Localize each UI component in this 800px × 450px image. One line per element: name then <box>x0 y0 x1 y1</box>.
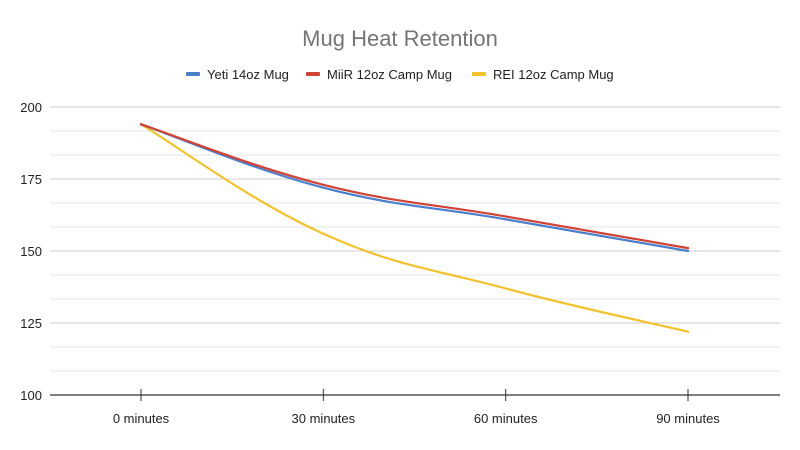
y-axis: 100 125 150 175 200 <box>20 100 42 403</box>
series-line-0 <box>139 123 690 253</box>
data-point <box>686 249 690 253</box>
legend: Yeti 14oz Mug MiiR 12oz Camp Mug REI 12oz … <box>186 67 614 82</box>
data-point <box>686 247 690 250</box>
series-line-1 <box>139 123 690 250</box>
chart-title: Mug Heat Retention <box>302 26 498 51</box>
x-tick-label: 90 minutes <box>656 411 720 426</box>
legend-swatch <box>472 72 486 76</box>
legend-swatch <box>306 72 320 76</box>
legend-item: MiiR 12oz Camp Mug <box>306 67 452 82</box>
x-tick-label: 30 minutes <box>292 411 356 426</box>
y-tick-label: 100 <box>20 388 42 403</box>
series-line-2 <box>139 123 690 333</box>
data-point <box>322 183 325 186</box>
data-point <box>504 215 507 218</box>
data-point <box>686 330 690 333</box>
gridlines <box>50 106 780 372</box>
y-tick-label: 125 <box>20 316 42 331</box>
legend-label: MiiR 12oz Camp Mug <box>327 67 452 82</box>
x-tick-label: 60 minutes <box>474 411 538 426</box>
data-point <box>322 186 325 189</box>
series-lines <box>139 123 690 333</box>
y-tick-label: 150 <box>20 244 42 259</box>
data-point <box>504 218 507 221</box>
legend-label: Yeti 14oz Mug <box>207 67 289 82</box>
legend-item: Yeti 14oz Mug <box>186 67 289 82</box>
x-axis: 0 minutes 30 minutes 60 minutes 90 minutes <box>50 389 780 426</box>
y-tick-label: 200 <box>20 100 42 115</box>
data-point <box>139 123 143 126</box>
data-point <box>322 232 325 235</box>
legend-swatch <box>186 72 200 76</box>
legend-item: REI 12oz Camp Mug <box>472 67 614 82</box>
data-point <box>504 287 507 290</box>
legend-label: REI 12oz Camp Mug <box>493 67 614 82</box>
y-tick-label: 175 <box>20 172 42 187</box>
x-tick-label: 0 minutes <box>113 411 170 426</box>
